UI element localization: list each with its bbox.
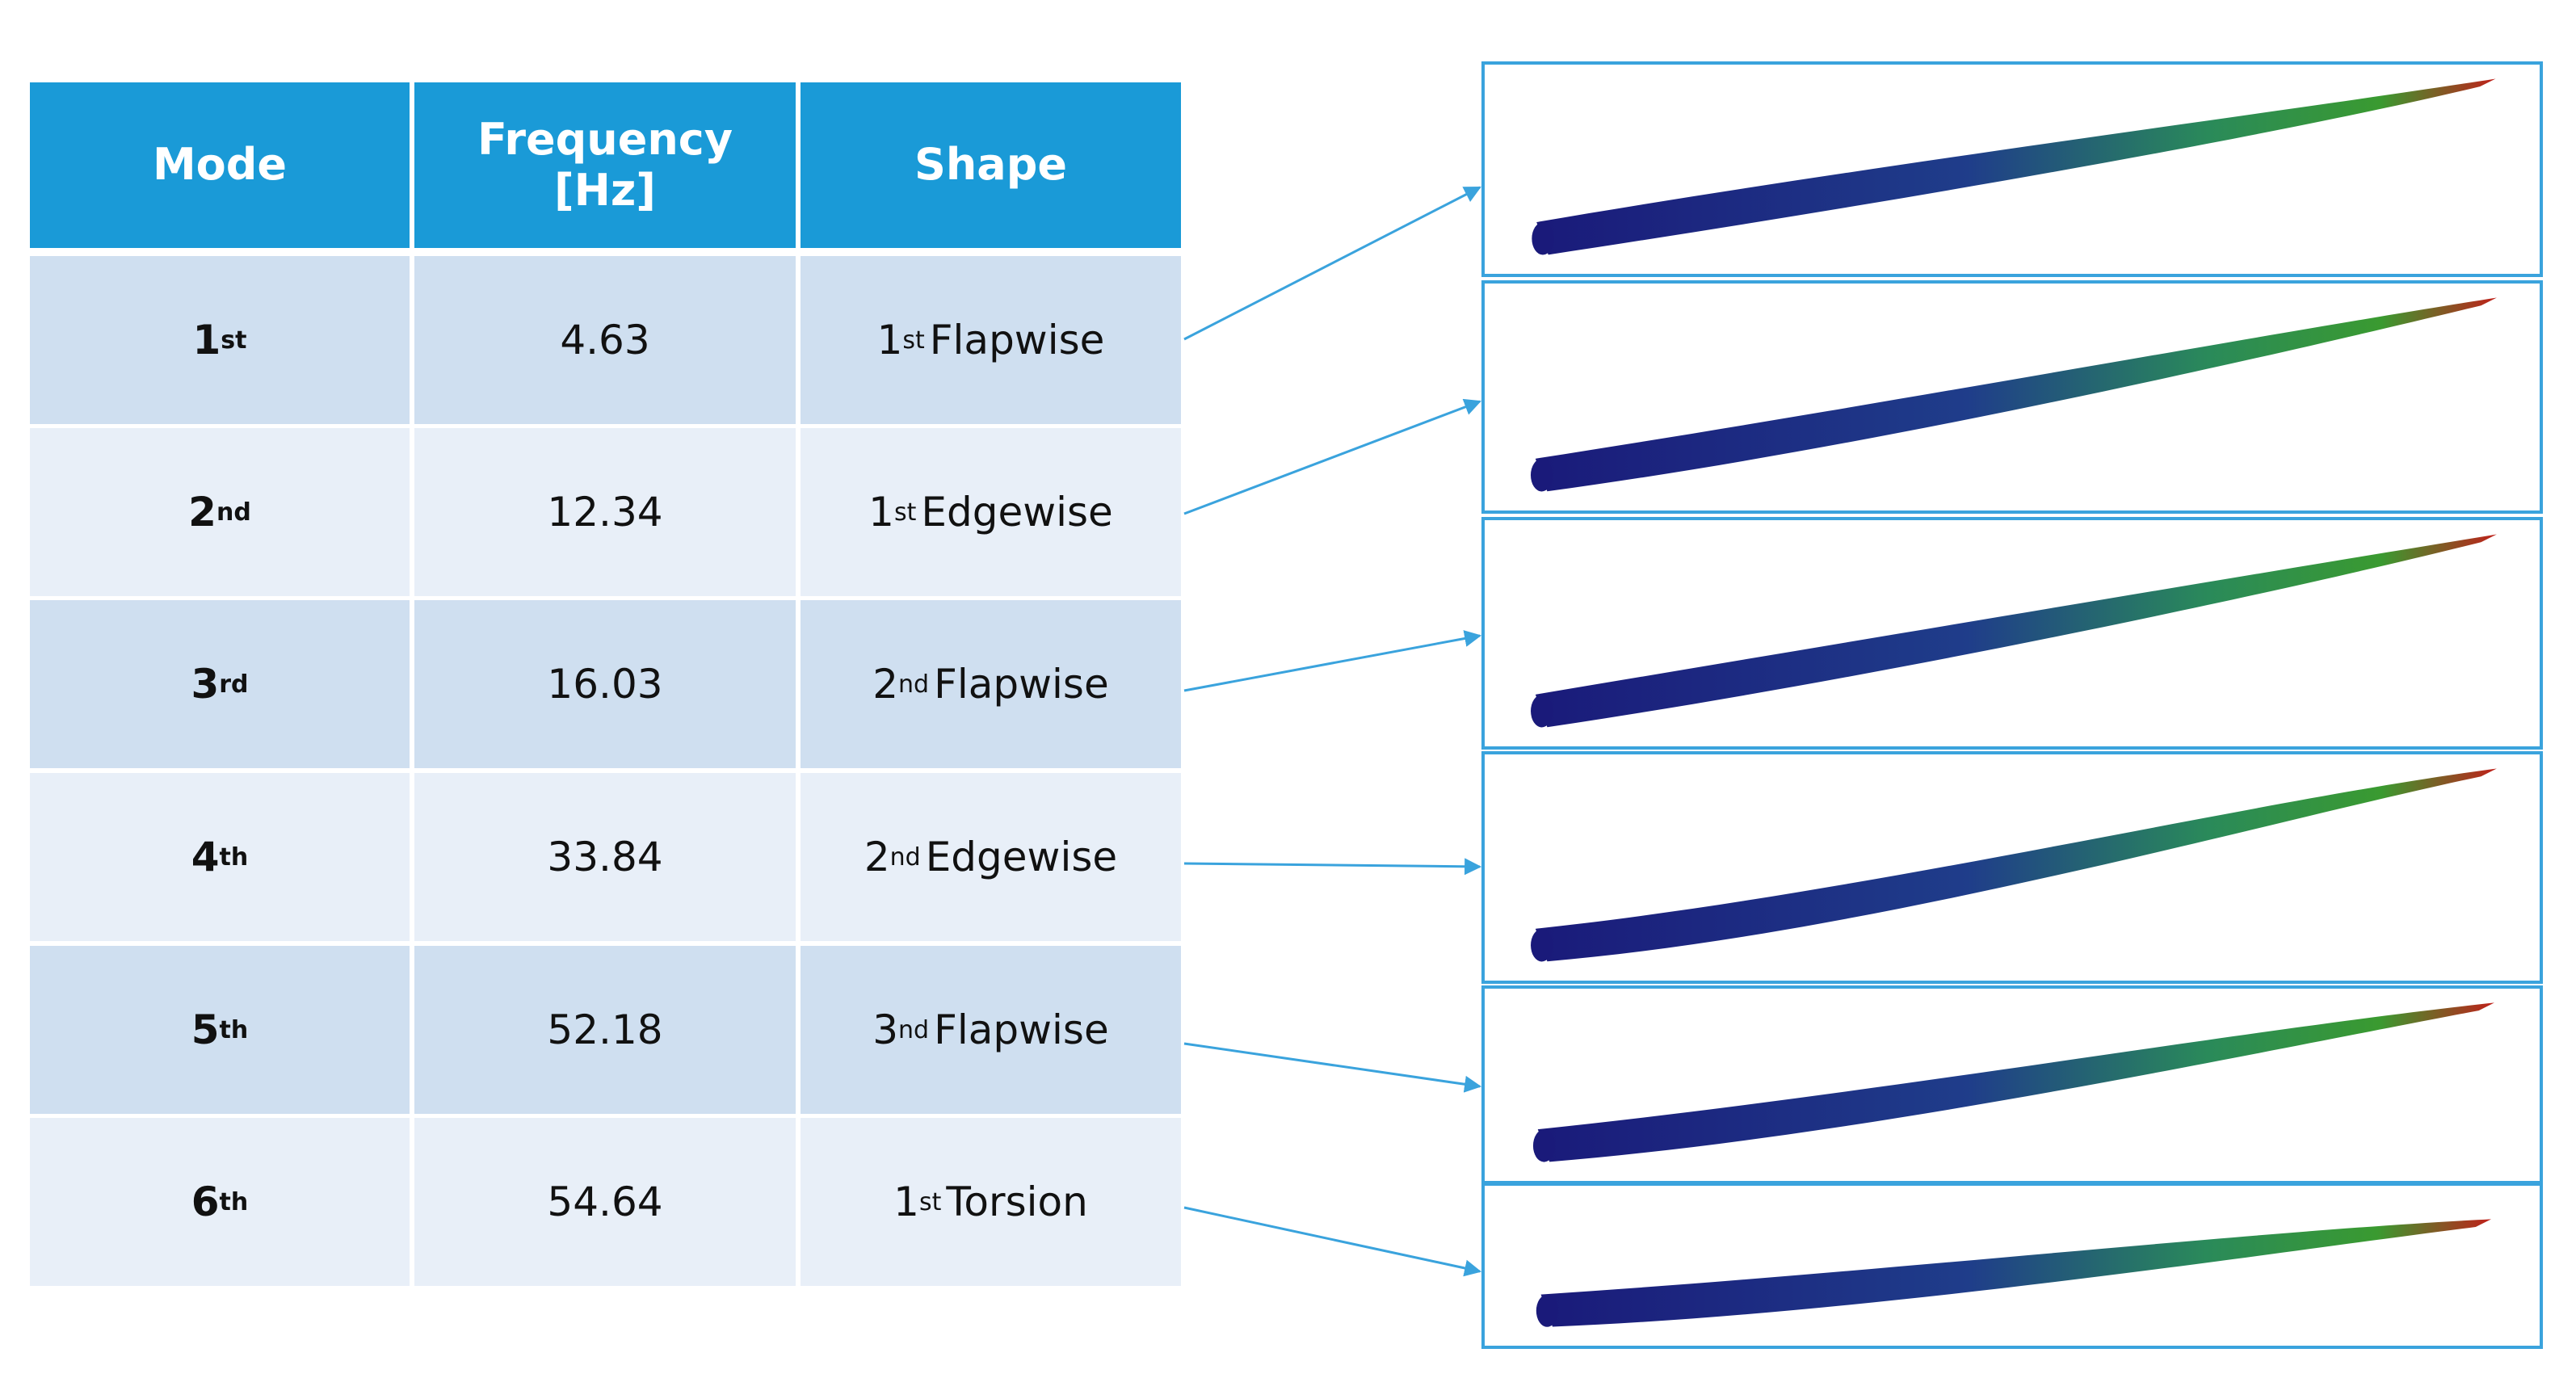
shape-number: 1 <box>876 317 903 363</box>
table-row-frequency: 52.18 <box>414 946 796 1114</box>
shape-number: 2 <box>872 661 899 708</box>
blade-root <box>1532 222 1554 255</box>
shape-suffix: st <box>918 1187 942 1216</box>
blade-root <box>1531 929 1553 962</box>
table-row-frequency: 16.03 <box>414 600 796 768</box>
blade-shape <box>1535 297 2497 492</box>
blade-shape <box>1540 1219 2492 1327</box>
mode-suffix: st <box>221 326 247 355</box>
blade-root <box>1531 695 1553 728</box>
blade-shape <box>1535 534 2497 728</box>
header-frequency-line2: [Hz] <box>554 164 656 216</box>
mode-shape-panel <box>1481 61 2543 277</box>
table-row-frequency: 12.34 <box>414 428 796 596</box>
connector-arrow <box>1183 186 1481 341</box>
mode-suffix: nd <box>216 498 251 527</box>
blade-mode-shape-1st-edgewise-icon <box>1530 297 2497 492</box>
shape-name: Flapwise <box>929 317 1105 363</box>
connector-arrow <box>1183 858 1482 876</box>
frequency-value: 33.84 <box>547 834 663 880</box>
shape-name: Flapwise <box>934 1006 1109 1053</box>
frequency-value: 4.63 <box>560 317 650 363</box>
shape-name: Edgewise <box>925 834 1118 880</box>
mode-number: 4 <box>191 834 220 880</box>
mode-shape-panel <box>1481 985 2543 1184</box>
mode-shape-panel <box>1481 1183 2543 1349</box>
blade-shape <box>1536 78 2496 255</box>
mode-number: 5 <box>191 1006 220 1053</box>
shape-number: 2 <box>864 834 890 880</box>
table-row-frequency: 54.64 <box>414 1118 796 1286</box>
mode-shape-panel <box>1481 751 2543 984</box>
connector-arrow <box>1183 630 1482 692</box>
shape-suffix: nd <box>898 670 930 699</box>
frequency-value: 16.03 <box>547 661 663 708</box>
blade-shape <box>1537 1002 2494 1162</box>
blade-root <box>1530 459 1553 492</box>
shape-suffix: st <box>893 498 917 527</box>
header-shape: Shape <box>801 82 1181 248</box>
shape-number: 3 <box>872 1006 899 1053</box>
shape-name: Flapwise <box>934 661 1109 708</box>
mode-number: 3 <box>191 661 220 708</box>
mode-number: 6 <box>191 1178 220 1225</box>
header-frequency: Frequency [Hz] <box>414 82 796 248</box>
connector-arrow <box>1183 1206 1482 1277</box>
header-shape-label: Shape <box>914 139 1068 191</box>
mode-number: 2 <box>188 489 216 536</box>
table-row-frequency: 33.84 <box>414 773 796 941</box>
shape-name: Edgewise <box>921 489 1113 536</box>
mode-shape-panel <box>1481 280 2543 514</box>
header-mode-label: Mode <box>152 139 288 191</box>
shape-suffix: nd <box>898 1015 930 1044</box>
blade-mode-shape-1st-flapwise-icon <box>1532 78 2496 255</box>
shape-suffix: st <box>902 326 925 355</box>
connector-arrow <box>1183 398 1481 515</box>
table-row-frequency: 4.63 <box>414 256 796 424</box>
shape-name: Torsion <box>946 1178 1088 1225</box>
header-frequency-line1: Frequency <box>477 114 733 166</box>
blade-root <box>1532 1129 1556 1162</box>
mode-suffix: th <box>219 842 249 872</box>
shape-number: 1 <box>893 1178 919 1225</box>
blade-mode-shape-3rd-flapwise-icon <box>1532 1002 2494 1162</box>
header-mode: Mode <box>30 82 410 248</box>
blade-root <box>1536 1294 1558 1327</box>
blade-shape <box>1535 768 2497 962</box>
blade-mode-shape-2nd-edgewise-icon <box>1531 768 2497 962</box>
mode-suffix: th <box>219 1187 249 1216</box>
blade-mode-shape-2nd-flapwise-icon <box>1531 534 2497 728</box>
mode-suffix: th <box>219 1015 249 1044</box>
mode-number: 1 <box>192 317 221 363</box>
mode-suffix: rd <box>219 670 249 699</box>
shape-number: 1 <box>868 489 894 536</box>
blade-mode-shape-1st-torsion-icon <box>1536 1219 2492 1327</box>
frequency-value: 54.64 <box>547 1178 663 1225</box>
frequency-value: 12.34 <box>547 489 663 536</box>
frequency-value: 52.18 <box>547 1006 663 1053</box>
connector-arrow <box>1183 1042 1482 1093</box>
mode-shape-panel <box>1481 517 2543 750</box>
shape-suffix: nd <box>889 842 921 872</box>
